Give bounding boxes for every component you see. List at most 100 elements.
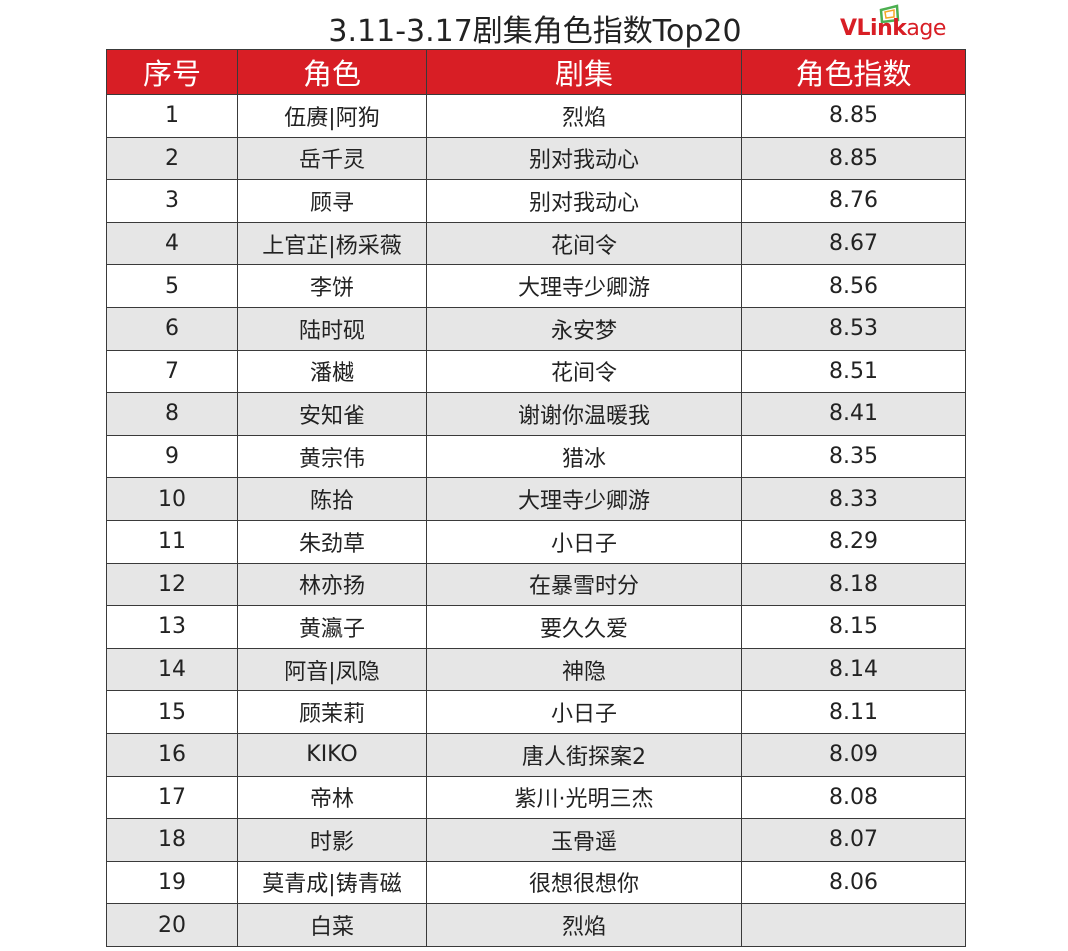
cell-rank: 15 [106,690,238,734]
table-row: 17 帝林 紫川·光明三杰 8.08 [106,775,966,820]
table-row: 6 陆时砚 永安梦 8.53 [106,306,966,351]
cell-role: 岳千灵 [237,136,427,181]
cell-rank: 16 [106,732,238,777]
cell-role: 顾茉莉 [237,690,427,734]
cell-role: 潘樾 [237,349,427,394]
cell-role: 陆时砚 [237,306,427,351]
logo-brand: VLink [840,16,907,41]
table-row: 7 潘樾 花间令 8.51 [106,349,966,394]
cell-role: 朱劲草 [237,519,427,564]
cell-role: 陈拾 [237,477,427,521]
table-row: 11 朱劲草 小日子 8.29 [106,519,966,564]
cell-index: 8.14 [741,647,966,692]
cell-index: 8.85 [741,136,966,181]
logo-suffix: age [906,16,946,41]
cell-drama: 要久久爱 [426,605,742,649]
cell-index: 8.56 [741,264,966,308]
cell-drama: 猎冰 [426,434,742,479]
cell-rank: 17 [106,775,238,820]
table-row: 20 白菜 烈焰 [106,903,966,947]
table-row: 4 上官芷|杨采薇 花间令 8.67 [106,221,966,266]
cell-role: 安知雀 [237,392,427,436]
table-row: 10 陈拾 大理寺少卿游 8.33 [106,477,966,521]
cell-rank: 2 [106,136,238,181]
cell-rank: 19 [106,860,238,905]
cell-drama: 紫川·光明三杰 [426,775,742,820]
table-row: 8 安知雀 谢谢你温暖我 8.41 [106,392,966,436]
cell-index: 8.67 [741,221,966,266]
table-body: 1 伍赓|阿狗 烈焰 8.85 2 岳千灵 别对我动心 8.85 3 顾寻 别对我动心 8.76 4 上官… [106,94,966,947]
header-rank: 序号 [106,49,238,95]
cell-role: 白菜 [237,903,427,947]
cell-drama: 大理寺少卿游 [426,477,742,521]
cell-index: 8.07 [741,818,966,862]
cell-rank: 1 [106,94,238,138]
table-row: 19 莫青成|铸青磁 很想很想你 8.06 [106,860,966,905]
cell-drama: 别对我动心 [426,136,742,181]
cell-drama: 烈焰 [426,903,742,947]
title-row: 3.11-3.17剧集角色指数Top20 VLinkage [106,0,964,49]
header-index: 角色指数 [741,49,966,95]
vlinkage-logo: VLinkage [840,2,964,46]
table-row: 12 林亦扬 在暴雪时分 8.18 [106,562,966,607]
cell-role: 黄宗伟 [237,434,427,479]
cell-index: 8.41 [741,392,966,436]
cell-drama: 花间令 [426,221,742,266]
cell-role: 林亦扬 [237,562,427,607]
table-row: 13 黄瀛子 要久久爱 8.15 [106,605,966,649]
header-role: 角色 [237,49,427,95]
cell-rank: 10 [106,477,238,521]
cell-role: 伍赓|阿狗 [237,94,427,138]
cell-role: 顾寻 [237,179,427,223]
page-title: 3.11-3.17剧集角色指数Top20 [328,14,742,49]
cell-drama: 神隐 [426,647,742,692]
cell-index: 8.51 [741,349,966,394]
cell-drama: 小日子 [426,519,742,564]
cell-index: 8.15 [741,605,966,649]
cell-index: 8.33 [741,477,966,521]
cell-drama: 玉骨遥 [426,818,742,862]
cell-rank: 20 [106,903,238,947]
cell-rank: 12 [106,562,238,607]
cell-index: 8.18 [741,562,966,607]
cell-index: 8.35 [741,434,966,479]
table-row: 16 KIKO 唐人街探案2 8.09 [106,732,966,777]
cell-rank: 4 [106,221,238,266]
cell-role: KIKO [237,732,427,777]
cell-index: 8.53 [741,306,966,351]
cell-rank: 6 [106,306,238,351]
cell-index: 8.29 [741,519,966,564]
ranking-table: 序号 角色 剧集 角色指数 1 伍赓|阿狗 烈焰 8.85 2 岳千灵 别对我动心 8.85 3… [106,49,966,947]
cell-index: 8.06 [741,860,966,905]
cell-rank: 14 [106,647,238,692]
table-header-row: 序号 角色 剧集 角色指数 [106,49,966,95]
logo-text: VLinkage [840,16,946,41]
cell-drama: 别对我动心 [426,179,742,223]
table-row: 18 时影 玉骨遥 8.07 [106,818,966,862]
header-drama: 剧集 [426,49,742,95]
cell-rank: 8 [106,392,238,436]
cell-role: 黄瀛子 [237,605,427,649]
cell-role: 上官芷|杨采薇 [237,221,427,266]
table-row: 9 黄宗伟 猎冰 8.35 [106,434,966,479]
cell-drama: 小日子 [426,690,742,734]
cell-drama: 很想很想你 [426,860,742,905]
cell-rank: 11 [106,519,238,564]
cell-rank: 18 [106,818,238,862]
cell-index: 8.09 [741,732,966,777]
cell-drama: 永安梦 [426,306,742,351]
table-row: 15 顾茉莉 小日子 8.11 [106,690,966,734]
table-row: 2 岳千灵 别对我动心 8.85 [106,136,966,181]
cell-rank: 5 [106,264,238,308]
cell-drama: 谢谢你温暖我 [426,392,742,436]
cell-index: 8.85 [741,94,966,138]
cell-role: 莫青成|铸青磁 [237,860,427,905]
table-row: 1 伍赓|阿狗 烈焰 8.85 [106,94,966,138]
cell-drama: 花间令 [426,349,742,394]
cell-drama: 唐人街探案2 [426,732,742,777]
table-row: 5 李饼 大理寺少卿游 8.56 [106,264,966,308]
cell-drama: 大理寺少卿游 [426,264,742,308]
cell-index: 8.11 [741,690,966,734]
cell-index: 8.08 [741,775,966,820]
